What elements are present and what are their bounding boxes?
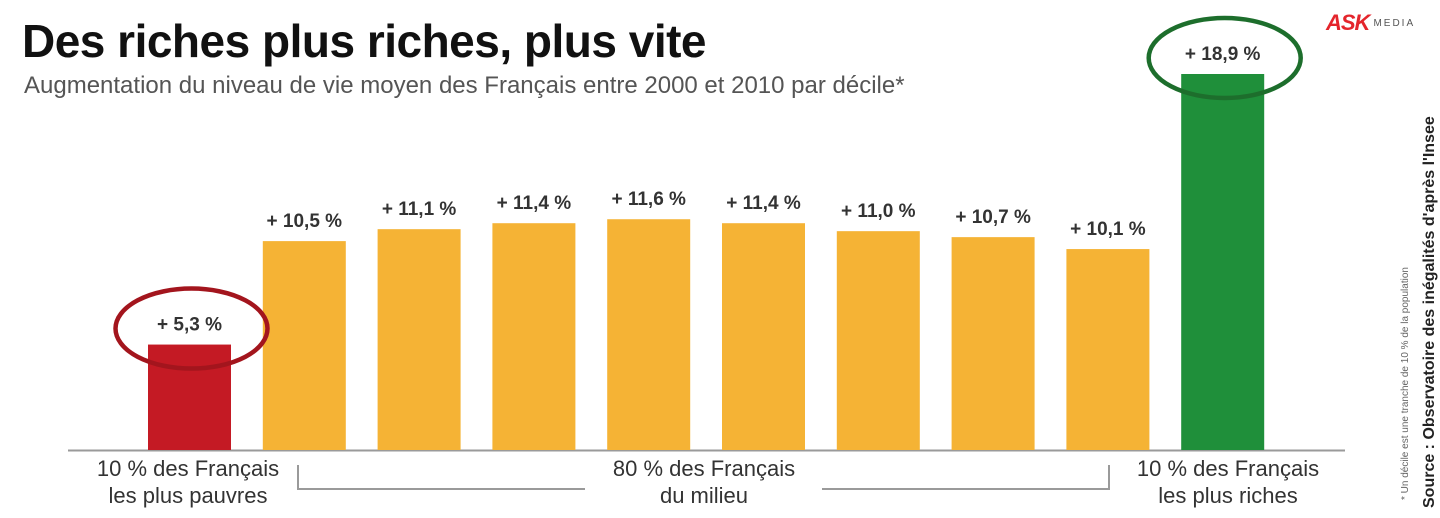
bar-value-label-5: + 11,6 % (611, 189, 686, 210)
group-label-2-line2: du milieu (660, 483, 748, 508)
chart-subtitle: Augmentation du niveau de vie moyen des … (24, 72, 905, 99)
bar-value-label-4: + 11,4 % (497, 193, 572, 214)
bar-3 (377, 229, 461, 450)
group-label-3-line2: les plus riches (1158, 483, 1297, 508)
bar-6 (722, 223, 805, 450)
bar-value-label-9: + 10,1 % (1070, 219, 1146, 240)
brand-main-text: ASK (1326, 10, 1370, 35)
bar-4 (492, 223, 576, 450)
bar-value-label-10: + 18,9 % (1185, 44, 1261, 65)
bar-value-label-8: + 10,7 % (955, 207, 1031, 228)
bar-value-label-7: + 11,0 % (841, 201, 916, 222)
bar-value-label-3: + 11,1 % (382, 199, 457, 220)
bar-5 (607, 219, 691, 450)
brand-logo: ASK MEDIA (1326, 10, 1415, 36)
bar-value-label-1: + 5,3 % (157, 315, 222, 336)
bracket-right (822, 465, 1110, 490)
bar-9 (1066, 249, 1150, 450)
bar-10 (1181, 74, 1265, 450)
group-label-3-line1: 10 % des Français (1137, 456, 1319, 481)
bar-value-label-6: + 11,4 % (726, 193, 801, 214)
highlight-circle-10 (1146, 15, 1303, 101)
group-label-1-line2: les plus pauvres (109, 483, 268, 508)
footnote: * Un décile est une tranche de 10 % de l… (1400, 267, 1411, 500)
source-note: Source : Observatoire des inégalités d'a… (1421, 116, 1438, 508)
chart-title: Des riches plus riches, plus vite (22, 15, 707, 67)
bar-value-label-2: + 10,5 % (267, 211, 343, 232)
brand-sub-text: MEDIA (1373, 18, 1416, 29)
bracket-left (297, 465, 585, 490)
bar-8 (951, 237, 1035, 450)
bar-7 (836, 231, 920, 450)
bar-2 (262, 241, 346, 450)
group-label-1-line1: 10 % des Français (97, 456, 279, 481)
highlight-circle-1 (113, 286, 270, 371)
bar-1 (148, 344, 231, 450)
group-label-2-line1: 80 % des Français (613, 456, 795, 481)
